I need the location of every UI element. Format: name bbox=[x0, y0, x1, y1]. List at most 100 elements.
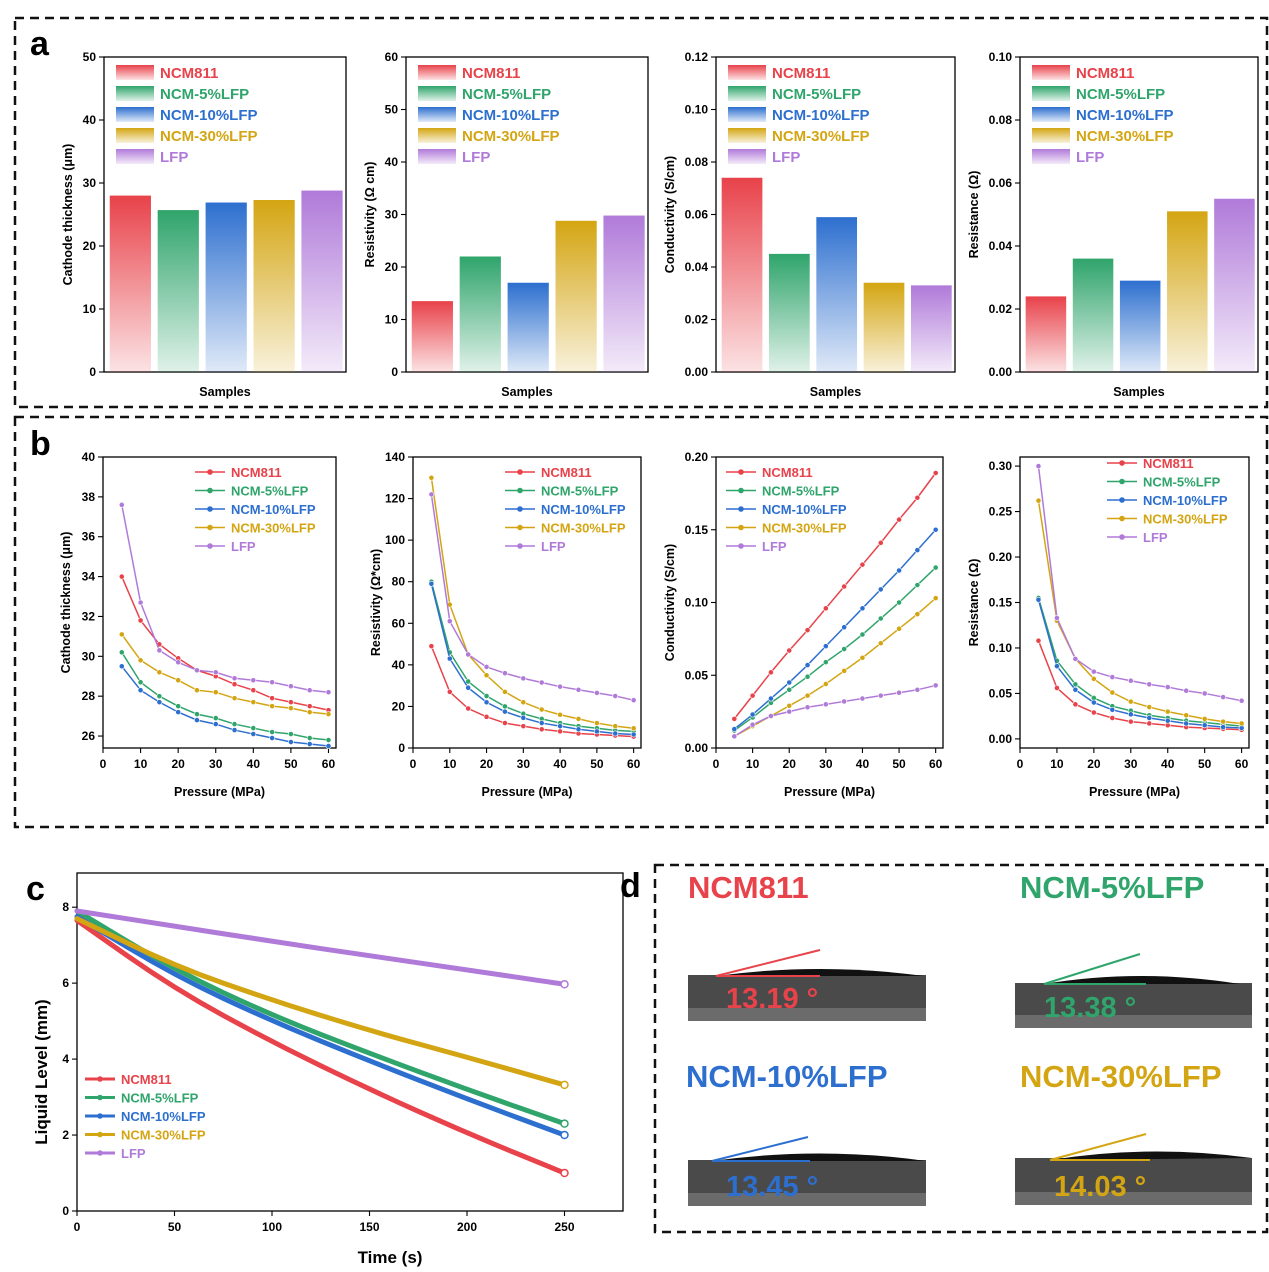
series-point-ncm-30lfp bbox=[1164, 708, 1171, 715]
y-tick-label: 20 bbox=[392, 699, 406, 713]
y-tick-label: 0.10 bbox=[989, 50, 1013, 64]
y-tick-label: 0.04 bbox=[685, 260, 709, 274]
series-point-ncm-10lfp bbox=[786, 679, 793, 686]
legend-label-ncm-10lfp: NCM-10%LFP bbox=[462, 107, 560, 124]
contact-angle-value-ncm-10lfp: 13.45 ° bbox=[726, 1171, 818, 1203]
legend-marker-ncm-30lfp bbox=[97, 1131, 103, 1138]
series-line-ncm811 bbox=[1037, 639, 1243, 731]
series-line-lfp bbox=[121, 504, 330, 693]
series-point-ncm-10lfp bbox=[630, 731, 637, 738]
legend-label-ncm811: NCM811 bbox=[1076, 65, 1134, 82]
y-tick-label: 28 bbox=[82, 689, 96, 703]
series-point-ncm-10lfp bbox=[306, 741, 313, 747]
legend-marker-lfp bbox=[97, 1150, 103, 1156]
series-point-lfp bbox=[446, 618, 453, 625]
series-point-ncm-5lfp bbox=[325, 737, 332, 743]
bar-ncm-10lfp bbox=[1119, 280, 1161, 372]
series-point-ncm-10lfp bbox=[1220, 724, 1227, 730]
series-point-ncm811 bbox=[483, 713, 490, 720]
series-point-lfp bbox=[731, 733, 738, 740]
legend-marker-ncm-30lfp bbox=[207, 524, 213, 531]
series-point-lfp bbox=[502, 670, 508, 677]
series-line-ncm-10lfp bbox=[733, 529, 937, 730]
y-tick-label: 80 bbox=[392, 575, 406, 589]
series-point-lfp bbox=[175, 659, 182, 666]
series-point-lfp bbox=[896, 689, 902, 696]
series-point-lfp bbox=[212, 669, 219, 676]
y-axis-label: Resistance (Ω) bbox=[967, 171, 981, 259]
x-tick-label: 20 bbox=[1087, 757, 1101, 771]
series-point-ncm-30lfp bbox=[306, 709, 313, 716]
legend-label-ncm811: NCM811 bbox=[762, 465, 813, 480]
series-point-lfp bbox=[1164, 684, 1171, 690]
legend-label-ncm-5lfp: NCM-5%LFP bbox=[1143, 475, 1221, 490]
x-tick-label: 30 bbox=[517, 757, 531, 771]
series-point-ncm-10lfp bbox=[520, 714, 527, 721]
series-point-ncm-10lfp bbox=[483, 699, 490, 706]
x-tick-label: 0 bbox=[410, 757, 417, 771]
series-point-ncm-10lfp bbox=[896, 567, 902, 574]
series-point-ncm811 bbox=[306, 703, 313, 710]
legend-marker-ncm811 bbox=[1119, 460, 1125, 466]
chart-c: 0 50 100 150 200 250 0 2 4 6 8 Time (s) Liquid Level… bbox=[32, 872, 624, 1267]
y-tick-label: 0.20 bbox=[989, 550, 1013, 564]
legend-label-ncm-10lfp: NCM-10%LFP bbox=[160, 107, 258, 124]
y-tick-label: 50 bbox=[385, 103, 399, 117]
legend-label-lfp: LFP bbox=[1076, 149, 1104, 166]
series-point-ncm-30lfp bbox=[932, 595, 939, 602]
y-tick-label: 120 bbox=[385, 492, 405, 506]
series-point-ncm811 bbox=[822, 605, 829, 612]
y-tick-label: 60 bbox=[392, 616, 406, 630]
series-point-ncm-30lfp bbox=[502, 688, 508, 695]
legend-marker-ncm-30lfp bbox=[1119, 515, 1125, 522]
y-tick-label: 0.08 bbox=[685, 155, 709, 169]
x-tick-label: 20 bbox=[783, 757, 797, 771]
bar-ncm811 bbox=[721, 177, 763, 372]
series-point-ncm-5lfp bbox=[175, 703, 182, 710]
panel-label-d: d bbox=[620, 867, 641, 905]
legend-marker-ncm-30lfp bbox=[738, 524, 744, 531]
x-tick-label: 0 bbox=[100, 757, 107, 771]
series-point-ncm811 bbox=[465, 705, 472, 712]
series-point-ncm-30lfp bbox=[822, 681, 829, 687]
chart-b4: 0 10 20 30 40 50 60 0.00 0.05 0.10 0.15 0.20 0.25 0.3… bbox=[967, 456, 1250, 799]
series-line-ncm811 bbox=[430, 645, 635, 738]
series-point-ncm811 bbox=[557, 728, 563, 735]
series-point-ncm-5lfp bbox=[896, 599, 902, 606]
contact-label-ncm811: NCM811 bbox=[688, 870, 809, 905]
x-tick-label: 60 bbox=[1235, 757, 1249, 771]
bar-ncm-5lfp bbox=[769, 253, 810, 372]
y-axis-label: Cathode thickness (μm) bbox=[61, 144, 75, 286]
chart-a3: 0.00 0.02 0.04 0.06 0.08 0.10 0.12 Samples Condu… bbox=[663, 50, 956, 399]
series-line-ncm-10lfp bbox=[430, 583, 635, 736]
series-point-lfp bbox=[1220, 694, 1227, 700]
series-point-ncm-30lfp bbox=[612, 723, 619, 730]
y-tick-label: 20 bbox=[83, 239, 97, 253]
series-point-ncm811 bbox=[231, 681, 238, 688]
x-tick-label: 10 bbox=[443, 757, 457, 771]
tangent-line-ncm-30lfp bbox=[1049, 1133, 1147, 1161]
series-point-lfp bbox=[877, 692, 884, 699]
legend-label-lfp: LFP bbox=[160, 149, 188, 166]
contact-angle-ncm811: NCM811 13.19 ° bbox=[688, 870, 926, 1021]
y-tick-label: 8 bbox=[62, 900, 69, 914]
series-point-ncm811 bbox=[1090, 709, 1097, 716]
y-tick-label: 10 bbox=[385, 313, 399, 327]
x-tick-label: 100 bbox=[262, 1220, 282, 1234]
series-point-ncm-5lfp bbox=[483, 693, 490, 699]
series-point-ncm-10lfp bbox=[428, 580, 435, 587]
legend-swatch-ncm-10lfp bbox=[418, 107, 456, 122]
x-tick-label: 200 bbox=[457, 1220, 477, 1234]
chart-a1: 0 10 20 30 40 50 Samples Cathode thickness (μm)… bbox=[61, 50, 347, 399]
series-point-ncm-10lfp bbox=[1201, 722, 1208, 729]
series-point-ncm-10lfp bbox=[502, 708, 508, 715]
legend-label-ncm-30lfp: NCM-30%LFP bbox=[121, 1128, 206, 1143]
legend-swatch-ncm-10lfp bbox=[116, 107, 154, 122]
legend-marker-ncm-30lfp bbox=[517, 524, 523, 531]
series-point-ncm-10lfp bbox=[137, 687, 144, 694]
droplet-ncm-30lfp bbox=[1050, 1151, 1252, 1160]
series-point-ncm-10lfp bbox=[1054, 663, 1060, 670]
legend-marker-ncm811 bbox=[517, 469, 523, 475]
droplet-ncm-10lfp bbox=[712, 1153, 926, 1161]
x-tick-label: 20 bbox=[171, 757, 185, 771]
